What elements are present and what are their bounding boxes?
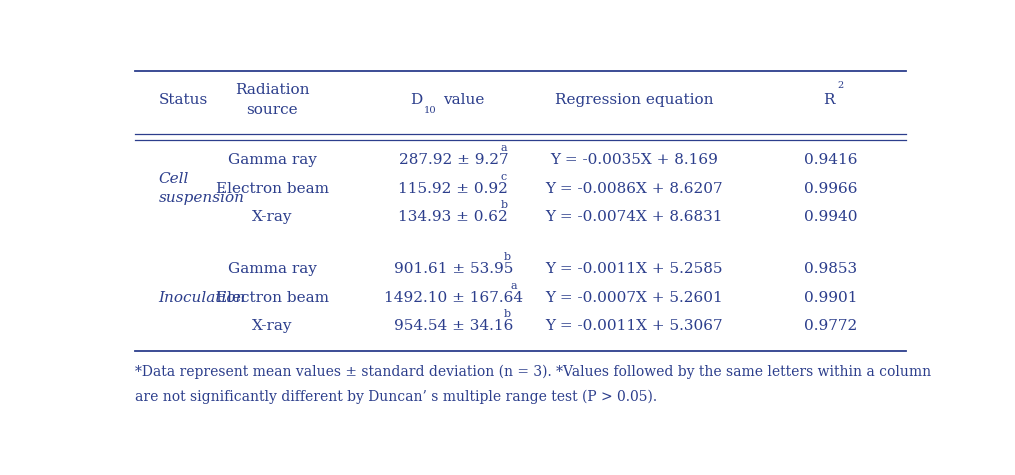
Text: are not significantly different by Duncan’ s multiple range test (P > 0.05).: are not significantly different by Dunca… xyxy=(135,389,657,404)
Text: 0.9416: 0.9416 xyxy=(804,153,858,167)
Text: 901.61 ± 53.95: 901.61 ± 53.95 xyxy=(394,262,513,276)
Text: a: a xyxy=(500,143,508,153)
Text: Inoculation: Inoculation xyxy=(158,291,246,304)
Text: Gamma ray: Gamma ray xyxy=(228,153,317,167)
Text: 0.9772: 0.9772 xyxy=(804,319,858,333)
Text: Y = -0.0035X + 8.169: Y = -0.0035X + 8.169 xyxy=(550,153,719,167)
Text: Gamma ray: Gamma ray xyxy=(228,262,317,276)
Text: 954.54 ± 34.16: 954.54 ± 34.16 xyxy=(394,319,513,333)
Text: 10: 10 xyxy=(423,106,436,115)
Text: *Data represent mean values ± standard deviation (n = 3). *Values followed by th: *Data represent mean values ± standard d… xyxy=(135,364,931,379)
Text: Y = -0.0086X + 8.6207: Y = -0.0086X + 8.6207 xyxy=(545,181,723,196)
Text: X-ray: X-ray xyxy=(252,319,292,333)
Text: Electron beam: Electron beam xyxy=(216,291,329,304)
Text: 287.92 ± 9.27: 287.92 ± 9.27 xyxy=(399,153,509,167)
Text: Regression equation: Regression equation xyxy=(555,93,714,107)
Text: a: a xyxy=(511,281,518,291)
Text: value: value xyxy=(444,93,484,107)
Text: D: D xyxy=(410,93,422,107)
Text: Electron beam: Electron beam xyxy=(216,181,329,196)
Text: 0.9940: 0.9940 xyxy=(804,210,858,224)
Text: Y = -0.0007X + 5.2601: Y = -0.0007X + 5.2601 xyxy=(545,291,723,304)
Text: Radiation
source: Radiation source xyxy=(235,84,310,117)
Text: Status: Status xyxy=(158,93,208,107)
Text: 0.9901: 0.9901 xyxy=(804,291,858,304)
Text: Cell
suspension: Cell suspension xyxy=(158,172,245,205)
Text: X-ray: X-ray xyxy=(252,210,292,224)
Text: 1492.10 ± 167.64: 1492.10 ± 167.64 xyxy=(384,291,523,304)
Text: 0.9853: 0.9853 xyxy=(804,262,858,276)
Text: 134.93 ± 0.62: 134.93 ± 0.62 xyxy=(399,210,509,224)
Text: 2: 2 xyxy=(837,81,843,90)
Text: b: b xyxy=(500,200,508,210)
Text: Y = -0.0011X + 5.3067: Y = -0.0011X + 5.3067 xyxy=(545,319,723,333)
Text: c: c xyxy=(500,172,506,182)
Text: 115.92 ± 0.92: 115.92 ± 0.92 xyxy=(398,181,509,196)
Text: 0.9966: 0.9966 xyxy=(804,181,858,196)
Text: R: R xyxy=(823,93,834,107)
Text: b: b xyxy=(503,252,511,262)
Text: Y = -0.0074X + 8.6831: Y = -0.0074X + 8.6831 xyxy=(545,210,723,224)
Text: b: b xyxy=(503,310,511,320)
Text: Y = -0.0011X + 5.2585: Y = -0.0011X + 5.2585 xyxy=(545,262,723,276)
